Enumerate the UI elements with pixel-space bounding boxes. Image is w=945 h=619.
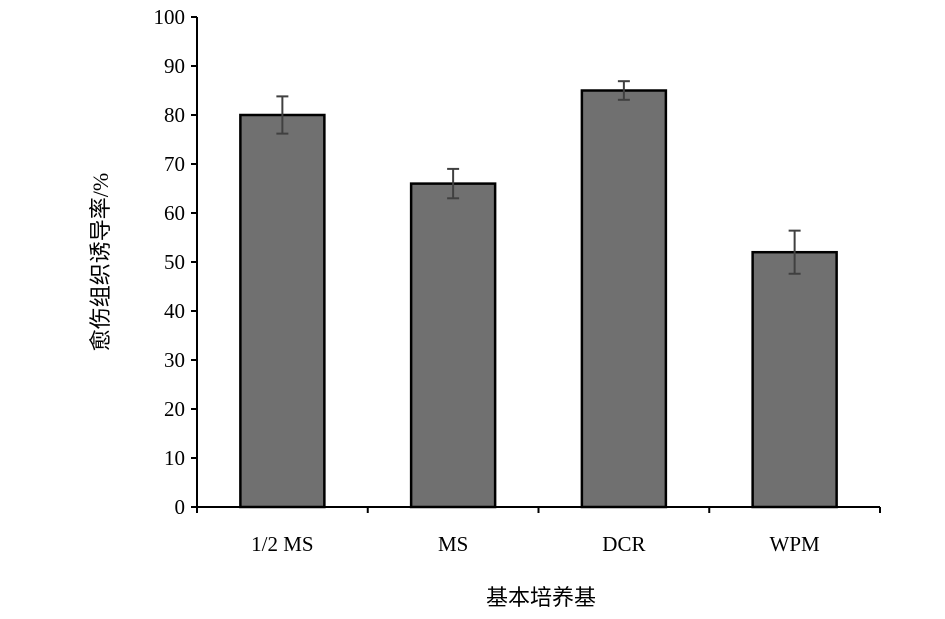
y-tick-label: 100 [154,5,186,29]
y-axis-label: 愈伤组织诱导率/% [88,173,113,351]
x-axis-label: 基本培养基 [486,585,596,610]
y-tick-label: 90 [164,54,185,78]
x-tick-label: 1/2 MS [251,532,313,556]
bar-wpm [751,250,838,509]
y-tick-label: 20 [164,397,185,421]
bar-ms [409,182,497,509]
x-tick-label: MS [438,532,468,556]
x-tick-label: DCR [602,532,645,556]
y-tick-label: 30 [164,348,185,372]
y-tick-label: 50 [164,250,185,274]
y-tick-label: 40 [164,299,185,323]
x-tick-label: WPM [770,532,821,556]
bar-dcr [580,89,668,509]
y-tick-label: 60 [164,201,185,225]
bar-12ms [239,113,326,509]
y-tick-label: 0 [175,495,186,519]
y-tick-label: 80 [164,103,185,127]
y-tick-label: 70 [164,152,185,176]
y-tick-label: 10 [164,446,185,470]
